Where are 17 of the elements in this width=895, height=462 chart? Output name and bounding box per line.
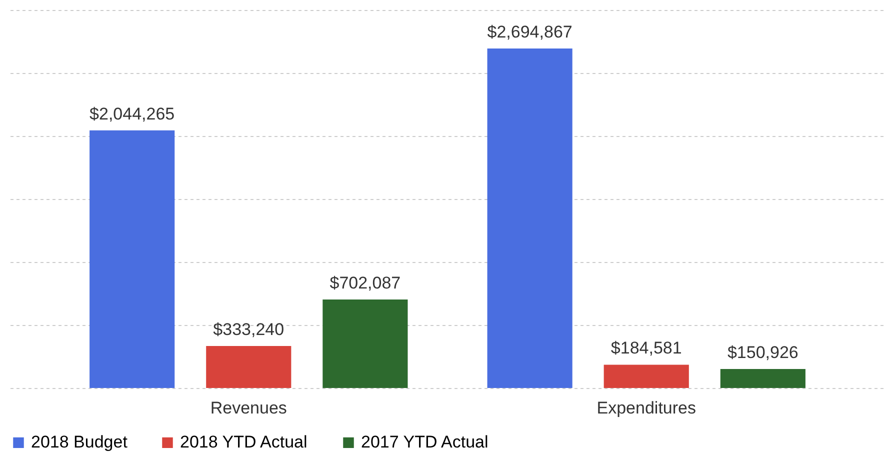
data-label: $333,240 xyxy=(213,320,284,340)
data-label: $2,694,867 xyxy=(487,22,572,42)
bar xyxy=(720,368,806,388)
data-label: $184,581 xyxy=(610,338,682,358)
data-label: $150,926 xyxy=(727,342,798,362)
data-label: $702,087 xyxy=(330,274,401,293)
bar xyxy=(90,130,175,388)
legend-label: 2018 YTD Actual xyxy=(180,432,308,452)
bar xyxy=(487,48,572,388)
bar xyxy=(604,364,689,388)
legend-label: 2018 Budget xyxy=(31,432,128,452)
x-tick-label: Revenues xyxy=(210,398,287,418)
bar xyxy=(206,346,292,388)
bar xyxy=(322,300,408,388)
x-tick-label: Expenditures xyxy=(596,398,696,418)
legend-label: 2017 YTD Actual xyxy=(361,432,488,452)
data-label: $2,044,265 xyxy=(90,104,175,124)
